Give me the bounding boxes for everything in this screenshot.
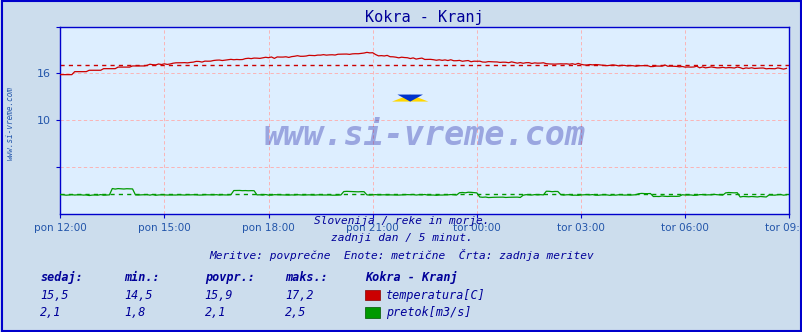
Text: min.:: min.: xyxy=(124,271,160,284)
Title: Kokra - Kranj: Kokra - Kranj xyxy=(365,10,484,25)
Text: 2,1: 2,1 xyxy=(205,306,226,319)
Text: 17,2: 17,2 xyxy=(285,289,313,302)
Text: Meritve: povprečne  Enote: metrične  Črta: zadnja meritev: Meritve: povprečne Enote: metrične Črta:… xyxy=(209,249,593,261)
Text: maks.:: maks.: xyxy=(285,271,327,284)
Polygon shape xyxy=(397,95,423,102)
Text: www.si-vreme.com: www.si-vreme.com xyxy=(6,86,15,160)
Text: www.si-vreme.com: www.si-vreme.com xyxy=(264,119,585,152)
Polygon shape xyxy=(391,95,428,102)
Text: Slovenija / reke in morje.: Slovenija / reke in morje. xyxy=(314,216,488,226)
Text: 2,1: 2,1 xyxy=(40,306,62,319)
Text: zadnji dan / 5 minut.: zadnji dan / 5 minut. xyxy=(330,233,472,243)
Text: 15,9: 15,9 xyxy=(205,289,233,302)
Text: Kokra - Kranj: Kokra - Kranj xyxy=(365,271,457,284)
Text: 14,5: 14,5 xyxy=(124,289,152,302)
Text: temperatura[C]: temperatura[C] xyxy=(386,289,485,302)
Text: 1,8: 1,8 xyxy=(124,306,146,319)
Text: 15,5: 15,5 xyxy=(40,289,68,302)
Text: povpr.:: povpr.: xyxy=(205,271,254,284)
Text: pretok[m3/s]: pretok[m3/s] xyxy=(386,306,471,319)
Text: 2,5: 2,5 xyxy=(285,306,306,319)
Text: sedaj:: sedaj: xyxy=(40,271,83,284)
